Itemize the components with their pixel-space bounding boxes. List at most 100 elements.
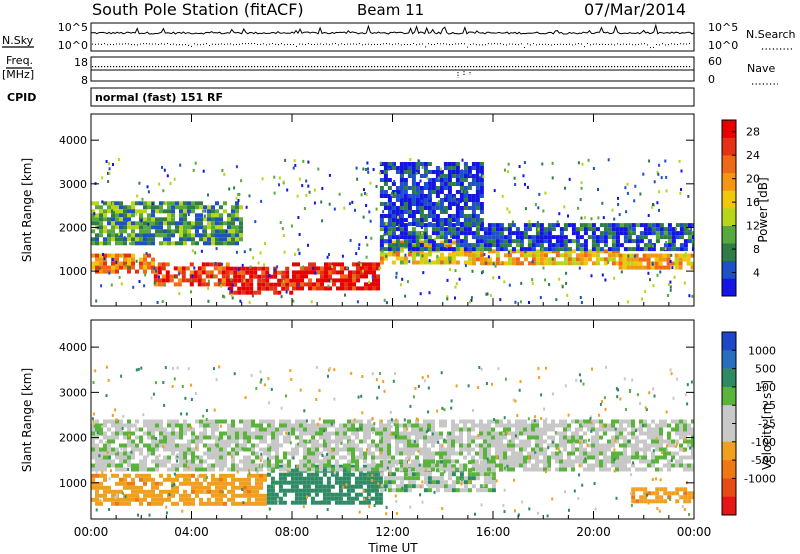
power-colorbar-segment — [722, 155, 736, 174]
power-scatter — [302, 159, 305, 163]
velocity-cell — [459, 467, 463, 472]
power-cell — [447, 202, 452, 206]
power-cell — [475, 235, 480, 240]
power-cell — [487, 239, 492, 244]
power-cell — [316, 270, 320, 275]
power-cell — [519, 239, 524, 244]
velocity-cell — [119, 423, 123, 428]
velocity-cell — [567, 459, 571, 464]
velocity-cell — [659, 455, 663, 460]
nsearch-dot — [446, 43, 447, 45]
velocity-cell — [91, 451, 95, 456]
power-cell — [219, 241, 223, 246]
power-cell — [646, 253, 651, 258]
power-cell — [207, 221, 211, 226]
velocity-cell — [503, 431, 507, 436]
power-cell — [435, 174, 440, 178]
velocity-cell — [259, 431, 263, 436]
power-cell — [475, 249, 480, 254]
power-cell — [679, 231, 684, 236]
velocity-cell — [330, 492, 335, 497]
nave-dot — [224, 66, 226, 68]
velocity-cell — [687, 467, 691, 472]
power-cell — [119, 217, 123, 222]
power-scatter — [531, 260, 534, 264]
power-cell — [344, 266, 348, 271]
power-scatter — [251, 294, 254, 298]
nsearch-dot — [404, 44, 405, 45]
power-scatter — [245, 205, 248, 209]
power-cell — [411, 218, 416, 222]
power-cell — [435, 202, 440, 206]
velocity-cell — [215, 501, 219, 506]
power-cell — [642, 265, 647, 270]
power-cell — [383, 194, 388, 198]
velocity-cell — [523, 423, 527, 428]
velocity-cell — [255, 489, 259, 494]
power-colorbar-segment — [722, 208, 736, 226]
power-scatter — [138, 280, 141, 283]
velocity-cell — [683, 419, 687, 424]
power-cell — [107, 209, 111, 214]
velocity-cell — [407, 455, 411, 460]
nave-dot — [404, 66, 406, 68]
velocity-cell — [219, 459, 223, 464]
velocity-cell — [103, 477, 107, 482]
power-cell — [427, 260, 432, 265]
power-cell — [487, 249, 492, 254]
power-cell — [207, 233, 211, 238]
velocity-cell — [691, 431, 694, 436]
velocity-scatter — [302, 505, 305, 509]
velocity-cell — [607, 447, 611, 452]
power-cell — [419, 190, 424, 194]
velocity-cell — [543, 427, 547, 432]
power-cell — [191, 201, 195, 206]
velocity-cell — [187, 459, 191, 464]
power-scatter — [548, 283, 551, 287]
power-cell — [659, 231, 664, 236]
power-cell — [241, 282, 246, 287]
power-scatter — [367, 170, 370, 174]
velocity-cell — [591, 447, 595, 452]
nave-dot — [194, 66, 196, 68]
velocity-cell — [499, 435, 503, 440]
nave-dot — [278, 66, 280, 68]
power-cell — [163, 217, 167, 222]
velocity-cell — [439, 472, 444, 477]
power-scatter — [379, 161, 382, 165]
velocity-cell — [115, 473, 119, 478]
nave-dot — [104, 66, 106, 68]
freq-right-tick-bottom: 0 — [708, 73, 715, 86]
nsearch-dot — [248, 43, 249, 45]
velocity-cell — [511, 447, 515, 452]
power-cell — [151, 209, 155, 214]
velocity-cell — [507, 447, 511, 452]
velocity-cell — [311, 443, 315, 448]
velocity-cell — [95, 467, 99, 472]
velocity-cell — [315, 439, 319, 444]
power-cell — [551, 223, 556, 228]
velocity-scatter — [371, 473, 374, 477]
nave-dot — [506, 66, 508, 68]
velocity-cell — [591, 423, 595, 428]
power-scatter — [498, 275, 501, 279]
power-cell — [515, 227, 520, 232]
velocity-cell — [275, 427, 279, 432]
nave-dot — [548, 66, 550, 68]
velocity-cell — [355, 447, 359, 452]
power-cell — [615, 253, 620, 258]
power-scatter — [107, 171, 110, 175]
velocity-cell — [131, 477, 135, 482]
power-cell — [261, 270, 266, 275]
velocity-cell — [499, 423, 503, 428]
velocity-cell — [371, 427, 375, 432]
velocity-scatter — [383, 389, 386, 393]
velocity-cell — [151, 493, 155, 498]
velocity-cell — [403, 431, 407, 436]
power-cell — [423, 223, 428, 228]
velocity-cell — [266, 492, 271, 497]
power-scatter — [348, 202, 351, 206]
power-cell — [411, 182, 416, 186]
velocity-cell — [451, 419, 455, 424]
power-cell — [324, 286, 328, 291]
